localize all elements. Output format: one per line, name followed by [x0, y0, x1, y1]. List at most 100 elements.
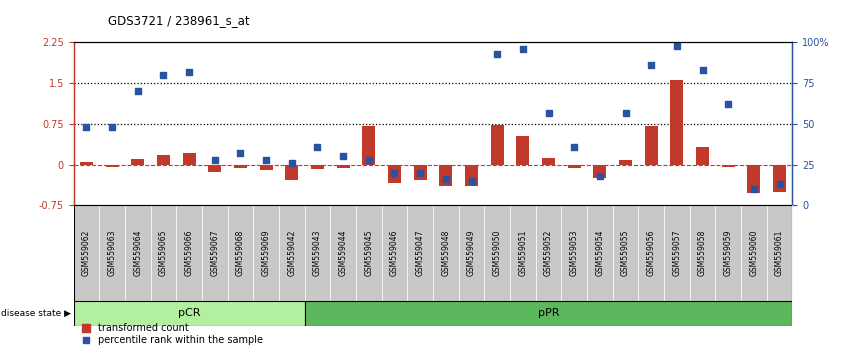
FancyBboxPatch shape [125, 205, 151, 301]
Text: GSM559064: GSM559064 [133, 230, 142, 276]
FancyBboxPatch shape [74, 301, 305, 326]
Point [618, 110, 632, 115]
Bar [593, 165, 606, 178]
Text: GSM559059: GSM559059 [724, 230, 733, 276]
Point [388, 170, 402, 176]
Text: GSM559051: GSM559051 [519, 230, 527, 276]
Text: GSM559050: GSM559050 [493, 230, 501, 276]
Bar [260, 165, 273, 170]
Point [182, 69, 196, 75]
Text: GSM559062: GSM559062 [82, 230, 91, 276]
Point [516, 46, 530, 52]
Text: GSM559063: GSM559063 [107, 230, 117, 276]
Text: GSM559055: GSM559055 [621, 230, 630, 276]
Bar [234, 165, 247, 169]
Text: GSM559054: GSM559054 [595, 230, 604, 276]
Text: GDS3721 / 238961_s_at: GDS3721 / 238961_s_at [108, 14, 250, 27]
FancyBboxPatch shape [202, 205, 228, 301]
FancyBboxPatch shape [228, 205, 253, 301]
FancyBboxPatch shape [766, 205, 792, 301]
Bar [286, 165, 298, 180]
Text: GSM559065: GSM559065 [159, 230, 168, 276]
Point [311, 144, 325, 149]
FancyBboxPatch shape [612, 205, 638, 301]
Text: pCR: pCR [178, 308, 200, 318]
FancyBboxPatch shape [330, 205, 356, 301]
Bar [465, 165, 478, 186]
FancyBboxPatch shape [638, 205, 664, 301]
FancyBboxPatch shape [536, 205, 561, 301]
Bar [388, 165, 401, 183]
Text: GSM559042: GSM559042 [288, 230, 296, 276]
FancyBboxPatch shape [433, 205, 459, 301]
Bar [721, 165, 734, 167]
Point [336, 154, 350, 159]
Text: GSM559056: GSM559056 [647, 230, 656, 276]
Point [131, 88, 145, 94]
Text: disease state ▶: disease state ▶ [1, 309, 71, 318]
Bar [106, 165, 119, 167]
FancyBboxPatch shape [689, 205, 715, 301]
Text: GSM559053: GSM559053 [570, 230, 578, 276]
FancyBboxPatch shape [305, 301, 792, 326]
FancyBboxPatch shape [561, 205, 587, 301]
Point [362, 157, 376, 162]
Bar [362, 126, 375, 165]
Bar [696, 147, 709, 165]
Point [747, 186, 761, 192]
Bar [80, 162, 93, 165]
FancyBboxPatch shape [664, 205, 689, 301]
Point [439, 176, 453, 182]
Text: GSM559049: GSM559049 [467, 230, 476, 276]
Point [208, 157, 222, 162]
FancyBboxPatch shape [382, 205, 407, 301]
Point [670, 43, 684, 48]
Point [157, 72, 171, 78]
FancyBboxPatch shape [151, 205, 177, 301]
Point [567, 144, 581, 149]
Bar [568, 165, 580, 168]
Text: GSM559043: GSM559043 [313, 230, 322, 276]
Point [721, 102, 735, 107]
Bar [491, 125, 504, 165]
Text: pPR: pPR [538, 308, 559, 318]
Text: GSM559057: GSM559057 [672, 230, 682, 276]
Point [234, 150, 248, 156]
FancyBboxPatch shape [74, 205, 100, 301]
Point [593, 173, 607, 179]
Bar [670, 80, 683, 165]
Text: GSM559047: GSM559047 [416, 230, 424, 276]
Bar [542, 158, 555, 165]
Point [413, 170, 427, 176]
Bar [747, 165, 760, 193]
Bar [414, 165, 427, 180]
Point [105, 124, 119, 130]
Bar [132, 159, 145, 165]
Bar [311, 165, 324, 170]
FancyBboxPatch shape [510, 205, 536, 301]
FancyBboxPatch shape [459, 205, 484, 301]
Bar [619, 160, 632, 165]
Text: GSM559058: GSM559058 [698, 230, 707, 276]
Text: GSM559046: GSM559046 [390, 230, 399, 276]
FancyBboxPatch shape [177, 205, 202, 301]
Text: GSM559060: GSM559060 [749, 230, 759, 276]
Point [490, 51, 504, 57]
Bar [209, 165, 221, 172]
Bar [439, 165, 452, 186]
FancyBboxPatch shape [587, 205, 612, 301]
FancyBboxPatch shape [407, 205, 433, 301]
FancyBboxPatch shape [100, 205, 125, 301]
Point [80, 124, 94, 130]
Text: GSM559048: GSM559048 [442, 230, 450, 276]
Point [464, 178, 478, 184]
Point [259, 157, 273, 162]
Text: GSM559045: GSM559045 [365, 230, 373, 276]
Text: GSM559067: GSM559067 [210, 230, 219, 276]
Point [541, 110, 555, 115]
FancyBboxPatch shape [715, 205, 741, 301]
Bar [516, 136, 529, 165]
Bar [183, 153, 196, 165]
FancyBboxPatch shape [484, 205, 510, 301]
Point [644, 62, 658, 68]
